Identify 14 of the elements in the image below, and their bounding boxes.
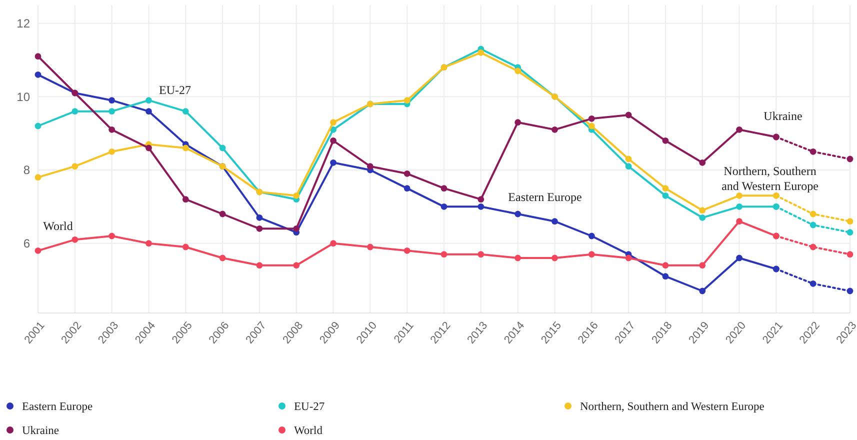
y-tick-label: 6 (23, 236, 30, 251)
annotation: Ukraine (764, 109, 802, 123)
legend-label: EU-27 (294, 401, 325, 414)
legend-label: Ukraine (22, 425, 60, 438)
y-tick-label: 8 (23, 163, 30, 178)
y-tick-label: 12 (16, 16, 30, 31)
y-tick-label: 10 (16, 90, 30, 104)
annotation: EU-27 (159, 83, 191, 97)
annotation: Northern, Southern and Western Europe (722, 164, 818, 193)
legend-label: Eastern Europe (22, 401, 93, 414)
legend-label: Northern, Southern and Western Europe (580, 401, 764, 414)
legend-label: World (294, 425, 323, 438)
annotation: Eastern Europe (508, 190, 582, 204)
annotation: World (43, 219, 73, 233)
